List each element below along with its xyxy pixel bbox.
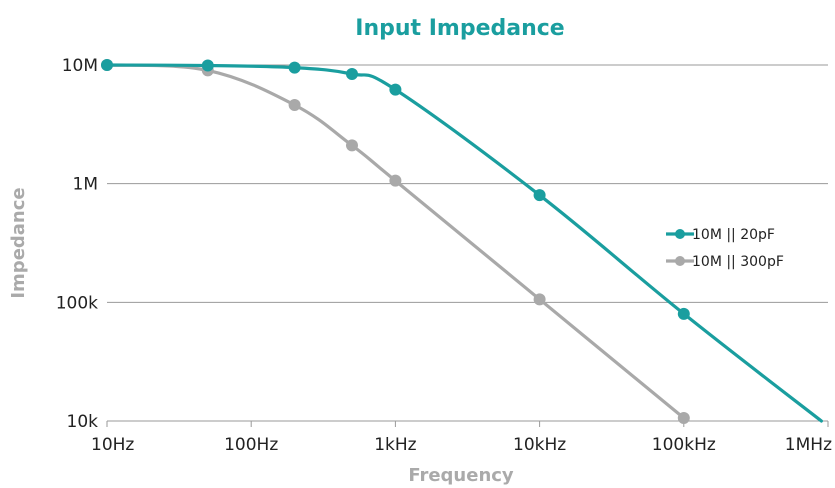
x-tick-labels: 10Hz 100Hz 1kHz 10kHz 100kHz 1MHz — [91, 435, 832, 455]
y-tick-labels: 10k 100k 1M 10M — [56, 56, 98, 432]
x-tick-label: 100kHz — [652, 435, 716, 455]
data-point — [345, 139, 358, 152]
x-axis — [106, 421, 829, 427]
y-tick-label: 10k — [67, 412, 99, 432]
data-point — [389, 174, 402, 187]
x-tick-label: 1MHz — [785, 435, 832, 455]
legend-label: 10M || 300pF — [692, 254, 784, 270]
legend-label: 10M || 20pF — [692, 227, 775, 243]
y-axis-title: Impedance — [8, 187, 29, 298]
chart-title: Input Impedance — [355, 16, 564, 41]
series-line — [105, 63, 823, 423]
x-tick-label: 10kHz — [513, 435, 566, 455]
data-point — [389, 83, 402, 96]
x-tick-label: 10Hz — [91, 435, 134, 455]
grid-lines — [107, 64, 828, 422]
legend: 10M || 20pF 10M || 300pF — [666, 227, 784, 270]
data-point — [288, 61, 301, 74]
y-tick-label: 100k — [56, 293, 98, 313]
series-1 — [101, 59, 823, 423]
series-2 — [101, 59, 690, 424]
data-point — [101, 59, 113, 71]
series-layer — [101, 59, 823, 424]
data-point — [345, 67, 358, 80]
y-tick-label: 1M — [73, 175, 98, 195]
data-point — [677, 307, 690, 320]
x-tick-label: 1kHz — [374, 435, 416, 455]
legend-swatch-marker — [675, 256, 685, 266]
legend-swatch-marker — [675, 229, 685, 239]
x-tick-label: 100Hz — [224, 435, 278, 455]
data-point — [677, 411, 690, 424]
x-axis-title: Frequency — [408, 465, 514, 486]
data-point — [533, 189, 546, 202]
data-point — [288, 99, 301, 112]
data-point — [201, 59, 214, 72]
data-point — [533, 293, 546, 306]
legend-item: 10M || 20pF — [666, 227, 775, 243]
legend-item: 10M || 300pF — [666, 254, 784, 270]
y-tick-label: 10M — [62, 56, 98, 76]
